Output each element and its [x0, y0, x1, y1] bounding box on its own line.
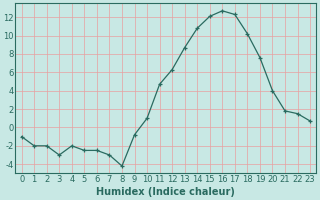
X-axis label: Humidex (Indice chaleur): Humidex (Indice chaleur): [96, 187, 235, 197]
